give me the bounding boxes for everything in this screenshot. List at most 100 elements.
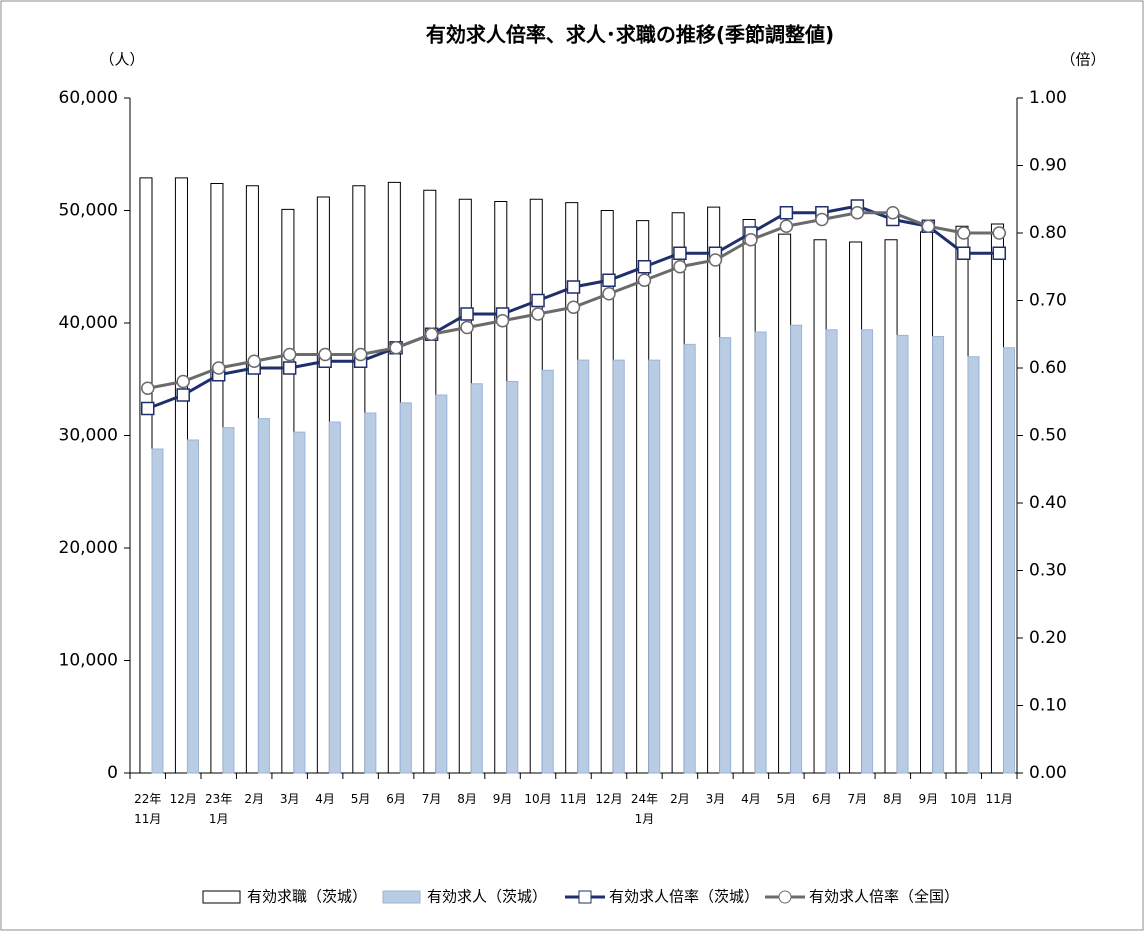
marker — [637, 273, 652, 287]
marker — [637, 260, 652, 274]
marker — [460, 320, 474, 335]
bar — [849, 241, 863, 774]
bar — [151, 448, 164, 774]
marker — [566, 300, 581, 314]
x-tick-label: 6月 — [386, 792, 406, 806]
y2-tick-label: 0.50 — [1029, 426, 1067, 446]
x-tick-label: 2月 — [670, 792, 690, 806]
y-tick-label: 10,000 — [59, 651, 118, 671]
bar — [671, 212, 685, 774]
marker — [140, 381, 155, 395]
x-tick-label: 23年 1月 — [205, 792, 233, 826]
marker — [602, 287, 616, 301]
x-tick-label: 3月 — [279, 792, 300, 806]
bar — [222, 427, 235, 774]
y2-tick-label: 0.10 — [1029, 696, 1067, 716]
bar — [352, 185, 366, 774]
bar — [719, 337, 732, 774]
marker — [566, 280, 581, 294]
bar — [399, 402, 412, 774]
x-tick-label: 11月 — [985, 792, 1013, 806]
marker — [318, 347, 332, 362]
y2-tick-label: 0.40 — [1029, 493, 1067, 513]
y2-tick-label: 0.60 — [1029, 358, 1067, 378]
marker — [779, 219, 794, 233]
chart-title: 有効求人倍率、求人･求職の推移(季節調整値) — [426, 23, 834, 47]
bar — [506, 381, 519, 774]
bar — [541, 369, 554, 774]
bar — [683, 343, 696, 774]
legend-label: 有効求人倍率（全国） — [809, 888, 959, 906]
x-tick-label: 22年 11月 — [134, 792, 162, 826]
x-tick-label: 8月 — [457, 792, 477, 806]
marker — [211, 361, 226, 375]
y2-axis-label: （倍） — [1060, 51, 1105, 69]
legend-marker — [578, 890, 592, 904]
bar — [636, 220, 650, 774]
x-tick-label: 10月 — [524, 792, 552, 806]
bar — [896, 334, 909, 774]
bar — [932, 336, 945, 774]
marker — [531, 293, 545, 308]
x-tick-label: 11月 — [559, 792, 588, 806]
marker — [850, 206, 865, 220]
bar — [364, 412, 377, 774]
bar — [174, 177, 188, 774]
marker — [389, 341, 403, 355]
legend-label: 有効求人倍率（茨城） — [609, 888, 759, 906]
marker — [176, 374, 190, 389]
y2-tick-label: 0.80 — [1029, 223, 1067, 243]
y-axis-label: （人） — [99, 51, 144, 69]
x-tick-label: 9月 — [918, 792, 939, 806]
bar — [790, 324, 803, 774]
legend-label: 有効求人（茨城） — [427, 888, 547, 906]
marker — [744, 233, 758, 247]
y2-tick-label: 0.20 — [1029, 628, 1067, 648]
bar — [470, 383, 483, 774]
marker — [815, 212, 829, 227]
marker — [886, 206, 900, 220]
bar — [919, 231, 934, 774]
legend-swatch — [382, 890, 421, 904]
marker — [140, 401, 155, 416]
marker — [992, 226, 1007, 240]
x-tick-label: 5月 — [776, 792, 797, 806]
x-tick-label: 6月 — [812, 792, 832, 806]
bar — [387, 181, 401, 774]
bar — [210, 183, 224, 774]
marker — [495, 314, 510, 328]
bar — [884, 239, 898, 774]
marker — [460, 307, 474, 321]
bar — [328, 421, 341, 774]
x-tick-label: 12月 — [169, 792, 197, 806]
bar — [293, 431, 306, 774]
x-tick-label: 7月 — [421, 792, 442, 806]
marker — [247, 354, 261, 368]
bar — [612, 359, 625, 774]
marker — [282, 347, 297, 362]
bar — [861, 329, 874, 774]
bar — [990, 223, 1005, 774]
y-tick-label: 60,000 — [59, 88, 118, 108]
x-tick-label: 4月 — [741, 792, 761, 806]
bar — [967, 356, 980, 774]
legend-label: 有効求職（茨城） — [247, 888, 367, 906]
bar — [1003, 347, 1016, 774]
y-tick-label: 40,000 — [59, 313, 118, 333]
y-tick-label: 30,000 — [59, 426, 118, 446]
marker — [779, 206, 794, 220]
bar — [825, 329, 838, 774]
marker — [282, 361, 297, 375]
x-tick-label: 8月 — [882, 792, 903, 806]
bar — [435, 394, 448, 774]
y-tick-label: 20,000 — [59, 538, 118, 558]
bar — [778, 233, 792, 774]
y2-tick-label: 0.70 — [1029, 291, 1067, 311]
bar — [423, 189, 437, 774]
marker — [957, 246, 971, 260]
x-tick-label: 24年 1月 — [630, 792, 659, 826]
bar — [281, 208, 295, 774]
bar — [458, 198, 472, 774]
y-tick-label: 50,000 — [59, 201, 118, 221]
